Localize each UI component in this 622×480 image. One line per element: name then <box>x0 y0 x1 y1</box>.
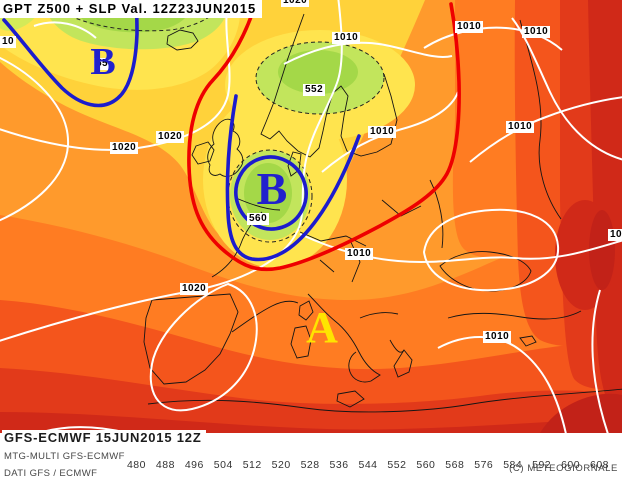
low-symbol: B <box>256 163 288 214</box>
colorbar-tick: 504 <box>213 459 233 471</box>
pressure-label: 1010 <box>522 26 551 38</box>
colorbar-tick: 512 <box>242 459 262 471</box>
coast-north-africa <box>147 388 622 413</box>
colorbar-tick: 488 <box>155 459 175 471</box>
height-label: 552 <box>303 84 326 96</box>
coast-sicily <box>336 390 365 408</box>
data-source-label: DATI GFS / ECMWF <box>4 468 98 479</box>
pressure-label: 1010 <box>483 331 512 343</box>
pressure-label: 1020 <box>110 142 139 154</box>
map-label-layer: 10 1020 1010 1010 1010 1010 1010 1020 1020 1010 10… <box>0 0 622 352</box>
pressure-label: 1010 <box>506 121 535 133</box>
colorbar-tick: 560 <box>416 459 436 471</box>
height-label: 55 <box>94 58 111 70</box>
coast-italy <box>307 293 381 383</box>
pressure-label: 10 <box>0 36 17 48</box>
colorbar-tick: 584 <box>503 459 523 471</box>
z500-contour-blue <box>2 2 361 262</box>
colorbar-tick: 536 <box>329 459 349 471</box>
coast-corsica <box>298 300 314 321</box>
coast-iberia <box>143 293 239 385</box>
copyright-label: (C) METEOGIORNALE <box>509 463 618 474</box>
colorbar-tick: 544 <box>358 459 378 471</box>
coast-turkey <box>447 310 582 320</box>
coast-ireland <box>191 141 215 165</box>
pressure-label: 1010 <box>332 32 361 44</box>
colorbar-tick: 576 <box>474 459 494 471</box>
coast-great-britain <box>207 118 244 177</box>
colorbar-tick: 496 <box>184 459 204 471</box>
coast-cyprus <box>519 335 537 347</box>
pressure-label: 1010 <box>455 21 484 33</box>
height-label: 560 <box>247 213 270 225</box>
colorbar-tick: 568 <box>445 459 465 471</box>
colorbar-tick: 552 <box>387 459 407 471</box>
colorbar-tick: 520 <box>271 459 291 471</box>
z500-contour-red <box>187 0 461 272</box>
coast-mediterranean-france <box>231 300 299 333</box>
pressure-label: 1010 <box>345 248 374 260</box>
high-symbol: A <box>306 303 338 352</box>
coast-denmark <box>287 151 302 177</box>
colorbar-tick: 592 <box>532 459 552 471</box>
colorbar-tick: 608 <box>590 459 610 471</box>
coast-greece <box>393 349 413 378</box>
coast-scandinavia <box>260 13 398 158</box>
colorbar-tick: 480 <box>126 459 146 471</box>
pressure-label: 1010 <box>608 229 622 241</box>
pressure-label: 1020 <box>180 283 209 295</box>
model-label: MTG-MULTI GFS-ECMWF <box>4 451 125 462</box>
run-label: GFS-ECMWF 15JUN2015 12Z <box>2 430 206 446</box>
pressure-label: 1010 <box>368 126 397 138</box>
map-title: GPT Z500 + SLP Val. 12Z23JUN2015 <box>0 0 263 18</box>
coastlines <box>143 13 622 413</box>
coast-iceland <box>166 29 199 51</box>
coast-sardinia <box>290 325 312 359</box>
low-symbol: B <box>90 41 116 83</box>
colorbar-tick: 600 <box>561 459 581 471</box>
map-canvas: 10 1020 1010 1010 1010 1010 1010 1020 1020 1010 10… <box>0 0 622 433</box>
pressure-label: 1020 <box>281 0 310 7</box>
colorbar-tick: 528 <box>300 459 320 471</box>
z500-contours-dashed <box>45 1 385 243</box>
pressure-label: 1020 <box>156 131 185 143</box>
